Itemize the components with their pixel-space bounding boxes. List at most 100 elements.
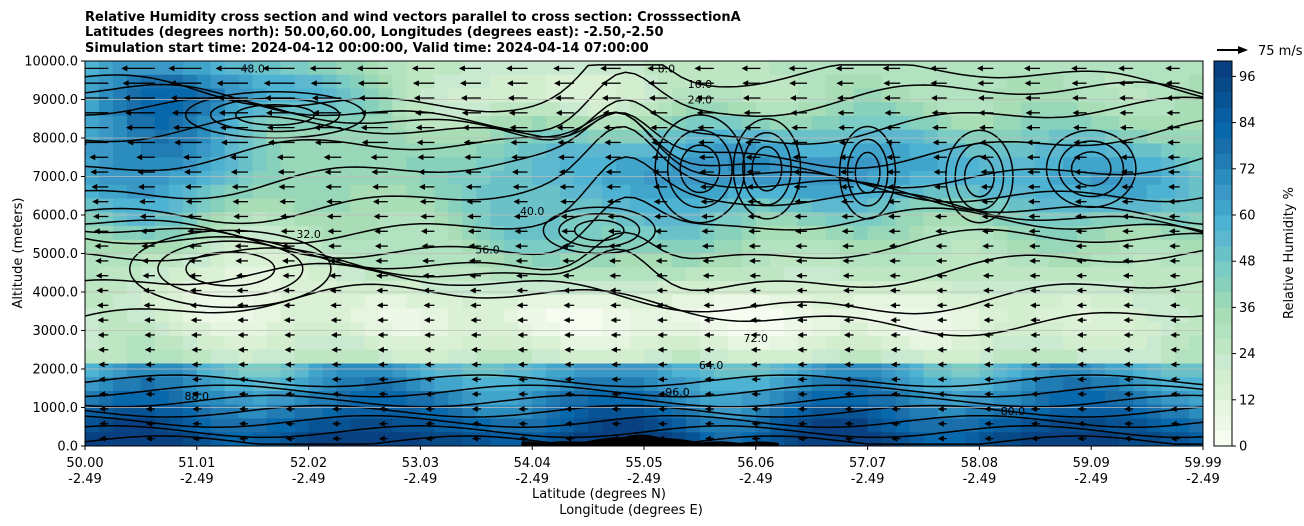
- field-cell: [1189, 322, 1203, 337]
- contour-line: [85, 262, 1203, 315]
- field-cell: [1133, 184, 1148, 200]
- wind-arrowhead: [372, 183, 379, 190]
- wind-arrowhead: [471, 420, 478, 427]
- wind-arrowhead: [461, 109, 468, 116]
- field-cell: [867, 267, 883, 282]
- field-cell: [196, 336, 212, 351]
- field-cell: [350, 363, 366, 378]
- field-cell: [378, 143, 394, 158]
- field-cell: [154, 61, 170, 76]
- wind-arrowhead: [1075, 213, 1082, 220]
- field-cell: [1021, 88, 1036, 103]
- field-cell: [1189, 363, 1203, 378]
- field-cell: [252, 404, 268, 420]
- contour-loop: [854, 151, 881, 194]
- field-cell: [350, 377, 366, 392]
- field-cell: [406, 294, 421, 310]
- wind-arrowhead: [648, 95, 655, 102]
- field-cell: [881, 349, 897, 365]
- field-cell: [1161, 88, 1176, 103]
- field-cell: [112, 322, 128, 337]
- field-cell: [783, 267, 799, 282]
- wind-arrowhead: [1120, 154, 1127, 161]
- field-cell: [574, 363, 589, 378]
- field-cell: [266, 88, 282, 103]
- wind-arrowhead: [276, 154, 283, 161]
- field-cell: [923, 377, 939, 392]
- field-cell: [126, 157, 142, 172]
- field-cell: [518, 116, 533, 131]
- field-cell: [1105, 267, 1120, 282]
- wind-arrowhead: [415, 124, 422, 131]
- field-cell: [909, 129, 925, 145]
- field-cell: [392, 336, 408, 351]
- wind-arrowhead: [285, 405, 292, 412]
- field-cell: [755, 61, 771, 76]
- field-cell: [1189, 391, 1203, 406]
- colorbar-step: [1214, 430, 1232, 447]
- field-cell: [923, 184, 939, 200]
- field-cell: [588, 294, 603, 310]
- field-cell: [811, 363, 827, 378]
- wind-arrowhead: [1170, 376, 1177, 383]
- wind-arrowhead: [518, 435, 525, 442]
- field-cell: [378, 74, 394, 90]
- wind-arrowhead: [145, 376, 152, 383]
- field-cell: [476, 253, 491, 268]
- field-cell: [532, 116, 547, 131]
- wind-arrowhead: [979, 139, 986, 146]
- field-cell: [574, 74, 589, 90]
- wind-arrowhead: [935, 257, 942, 264]
- wind-arrowhead: [142, 272, 149, 279]
- field-cell: [1049, 143, 1064, 158]
- wind-arrowhead: [563, 287, 570, 294]
- field-cell: [224, 377, 240, 392]
- field-cell: [867, 61, 883, 76]
- field-cell: [546, 198, 561, 213]
- field-cell: [937, 116, 953, 131]
- field-cell: [1035, 61, 1050, 76]
- wind-arrowhead: [507, 95, 514, 102]
- field-cell: [462, 143, 477, 158]
- wind-arrowhead: [378, 376, 385, 383]
- wind-arrowhead: [797, 361, 804, 368]
- wind-arrowhead: [886, 154, 893, 161]
- wind-arrowhead: [282, 272, 289, 279]
- field-cell: [853, 294, 869, 310]
- wind-arrowhead: [1120, 169, 1127, 176]
- field-cell: [727, 61, 743, 76]
- field-cell: [98, 171, 114, 186]
- wind-arrowhead: [789, 95, 796, 102]
- wind-arrowhead: [888, 228, 895, 235]
- field-cell: [448, 88, 463, 103]
- field-cell: [699, 363, 715, 378]
- field-cell: [266, 226, 282, 241]
- wind-arrowhead: [137, 169, 144, 176]
- wind-arrowhead: [515, 243, 522, 250]
- contour-loop: [558, 213, 641, 248]
- field-cell: [951, 281, 967, 296]
- field-cell: [825, 171, 841, 186]
- wind-arrowhead: [237, 331, 244, 338]
- wind-arrowhead: [313, 124, 320, 131]
- wind-arrowhead: [653, 198, 660, 205]
- wind-arrowhead: [890, 317, 897, 324]
- wind-arrowhead: [984, 435, 991, 442]
- field-cell: [196, 171, 212, 186]
- colorbar-step: [1214, 338, 1232, 355]
- field-cell: [448, 171, 463, 186]
- field-cell: [1133, 322, 1148, 337]
- field-cell: [406, 171, 421, 186]
- field-cell: [588, 61, 603, 76]
- field-cell: [1063, 116, 1078, 131]
- wind-arrowhead: [471, 405, 478, 412]
- wind-arrowhead: [890, 361, 897, 368]
- field-cell: [909, 171, 925, 186]
- wind-arrowhead: [701, 228, 708, 235]
- field-cell: [196, 198, 212, 213]
- field-cell: [504, 349, 519, 365]
- field-cell: [755, 226, 771, 241]
- field-cell: [769, 61, 785, 76]
- wind-arrowhead: [278, 183, 285, 190]
- wind-arrowhead: [889, 287, 896, 294]
